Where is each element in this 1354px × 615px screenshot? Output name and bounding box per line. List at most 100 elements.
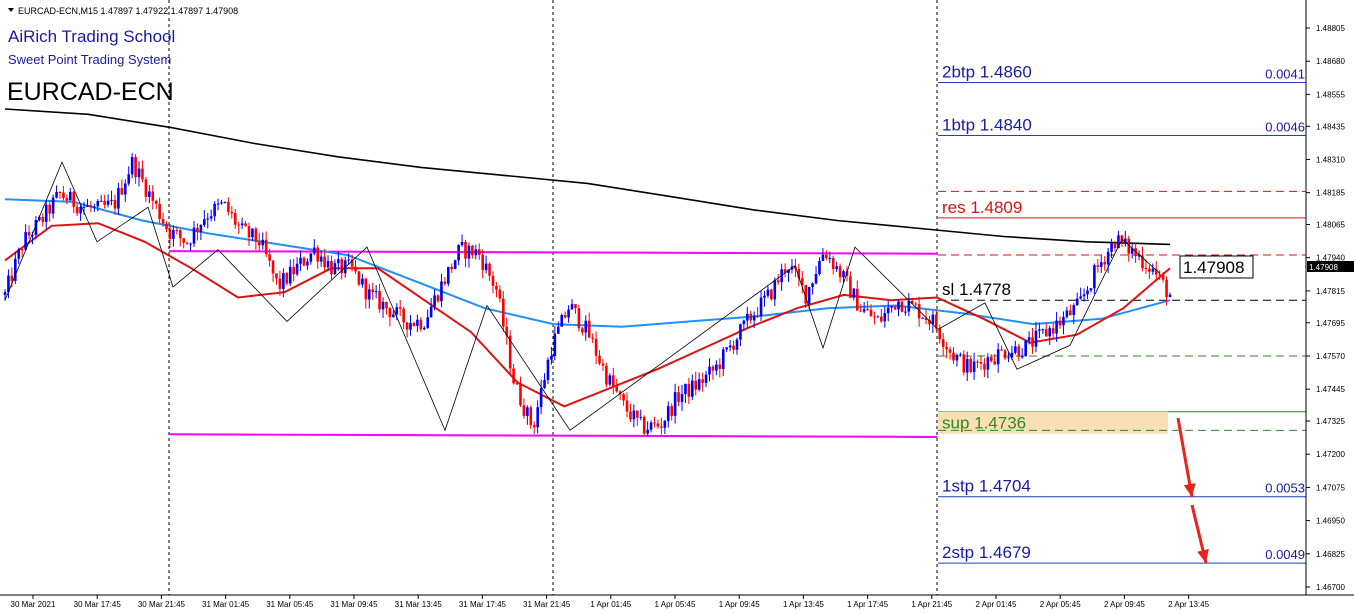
candle bbox=[684, 383, 687, 404]
candle bbox=[567, 305, 570, 323]
current-price-tag bbox=[1307, 261, 1354, 272]
arrow-shaft-0 bbox=[1176, 417, 1194, 498]
candle bbox=[178, 228, 182, 247]
candle bbox=[955, 353, 959, 367]
candle bbox=[855, 280, 859, 311]
candle bbox=[800, 271, 804, 294]
candle bbox=[873, 311, 876, 325]
candle bbox=[93, 203, 96, 212]
candle bbox=[96, 199, 100, 212]
candle-body bbox=[350, 259, 354, 267]
candle-body bbox=[910, 300, 914, 304]
candle bbox=[666, 401, 670, 428]
candle-body bbox=[426, 317, 429, 328]
candle bbox=[763, 290, 766, 307]
price-tick-label: 1.47695 bbox=[1316, 319, 1345, 328]
candle-body bbox=[697, 379, 701, 390]
candle-body bbox=[436, 295, 440, 302]
candle-body bbox=[1010, 352, 1014, 358]
target-label: 1stp 1.4704 bbox=[942, 477, 1031, 496]
candle bbox=[371, 282, 375, 300]
candle-body bbox=[773, 280, 777, 300]
candle-body bbox=[357, 271, 361, 285]
candle bbox=[770, 288, 773, 301]
candle-body bbox=[721, 349, 725, 369]
candle-body bbox=[869, 309, 873, 317]
candle bbox=[708, 358, 711, 382]
candle-body bbox=[746, 313, 749, 321]
candle bbox=[106, 194, 110, 208]
candle bbox=[1038, 322, 1041, 339]
candle-body bbox=[378, 291, 381, 310]
candle bbox=[141, 160, 144, 183]
candle bbox=[464, 239, 467, 268]
candle-body bbox=[825, 254, 828, 259]
candle bbox=[58, 191, 62, 199]
candle bbox=[148, 185, 151, 204]
candle bbox=[505, 317, 509, 345]
candle bbox=[1151, 263, 1155, 275]
candle-body bbox=[766, 289, 770, 296]
candle-body bbox=[93, 206, 96, 208]
candle-body bbox=[976, 361, 979, 363]
candle-body bbox=[340, 259, 344, 274]
candle-body bbox=[742, 320, 746, 325]
candle bbox=[636, 410, 639, 426]
candle bbox=[1044, 323, 1048, 338]
time-tick-label: 1 Apr 01:45 bbox=[590, 600, 631, 609]
candle-body bbox=[178, 230, 182, 239]
candle-body bbox=[433, 295, 436, 307]
candle-body bbox=[154, 200, 158, 204]
candle-body bbox=[271, 260, 275, 274]
candle bbox=[581, 327, 584, 336]
candle-body bbox=[1106, 251, 1110, 265]
candle-body bbox=[691, 380, 694, 397]
candle-body bbox=[979, 362, 983, 364]
candle bbox=[416, 314, 419, 332]
candle bbox=[704, 370, 708, 387]
candle-body bbox=[1038, 329, 1041, 331]
candle-body bbox=[605, 365, 608, 385]
candle-body bbox=[460, 241, 464, 246]
candle bbox=[594, 331, 598, 365]
candle-body bbox=[185, 242, 189, 244]
candle bbox=[392, 310, 395, 318]
candle-body bbox=[611, 375, 615, 387]
candle bbox=[233, 209, 237, 229]
candle-body bbox=[251, 228, 254, 238]
candle bbox=[962, 350, 966, 376]
candle-body bbox=[1000, 349, 1003, 351]
candle-body bbox=[1031, 337, 1034, 347]
candle bbox=[532, 421, 536, 434]
candle-body bbox=[921, 317, 924, 319]
candle bbox=[55, 185, 58, 199]
candle-body bbox=[1069, 310, 1072, 316]
candle-body bbox=[883, 313, 887, 322]
target-offset: 0.0049 bbox=[1265, 547, 1305, 562]
candle bbox=[385, 301, 388, 315]
candle bbox=[1082, 288, 1086, 302]
candle bbox=[756, 306, 759, 319]
candle bbox=[876, 315, 880, 318]
candle-body bbox=[292, 266, 295, 275]
candle bbox=[1020, 348, 1024, 359]
chevron-down-icon[interactable] bbox=[8, 8, 14, 12]
candle-body bbox=[1007, 357, 1010, 359]
candle bbox=[598, 350, 601, 366]
candle bbox=[460, 234, 464, 247]
candle bbox=[7, 269, 10, 299]
candle bbox=[522, 398, 526, 419]
candle-body bbox=[828, 257, 832, 259]
candle-body bbox=[1127, 238, 1131, 254]
candle-body bbox=[113, 199, 117, 209]
candle bbox=[1106, 248, 1110, 273]
candle bbox=[1031, 327, 1034, 354]
candle-body bbox=[629, 411, 632, 420]
price-tick-label: 1.46950 bbox=[1316, 517, 1345, 526]
time-tick-label: 2 Apr 05:45 bbox=[1040, 600, 1081, 609]
candle-body bbox=[787, 269, 790, 273]
candle-body bbox=[886, 307, 890, 314]
candle bbox=[326, 255, 330, 271]
candle bbox=[72, 190, 76, 214]
candle bbox=[1058, 316, 1062, 329]
